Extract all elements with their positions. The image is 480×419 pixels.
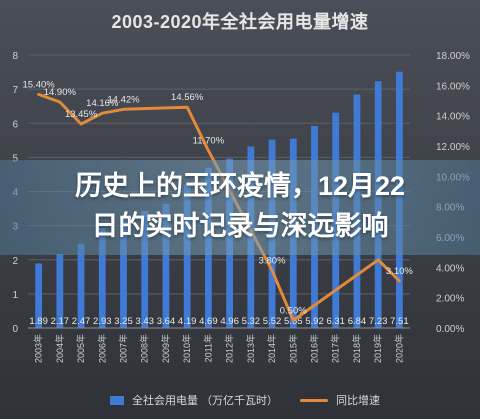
line-value-label: 14.90% xyxy=(44,87,77,98)
x-category-label: 2014年 xyxy=(266,334,277,363)
bar-value-label: 6.84 xyxy=(348,316,367,327)
bar xyxy=(183,185,191,328)
x-category-label: 2016年 xyxy=(309,334,320,363)
line-value-label: 14.56% xyxy=(171,92,204,103)
bar xyxy=(120,217,127,328)
x-category-label: 2012年 xyxy=(224,334,235,363)
x-category-label: 2020年 xyxy=(393,334,404,363)
line-value-label: 3.80% xyxy=(259,255,286,266)
line-value-label: 14.42% xyxy=(107,94,140,105)
bar-value-label: 3.25 xyxy=(114,316,133,327)
line-value-label: 14.16% xyxy=(86,98,119,109)
bar-value-label: 3.64 xyxy=(157,316,176,327)
x-category-label: 2017年 xyxy=(330,334,341,363)
bar-value-label: 3.43 xyxy=(135,316,154,327)
bar-value-label: 7.23 xyxy=(369,316,388,327)
legend-line-label: 同比增速 xyxy=(336,395,380,407)
bar-value-label: 2.47 xyxy=(72,316,91,327)
y-left-tick-label: 2 xyxy=(12,256,18,267)
x-category-label: 2007年 xyxy=(118,334,129,363)
y-left-tick-label: 8 xyxy=(12,51,18,62)
y-right-tick-label: 0.00% xyxy=(436,324,464,335)
x-category-label: 2019年 xyxy=(372,334,383,363)
y-left-tick-label: 7 xyxy=(12,85,18,96)
caption-overlay-band xyxy=(0,160,480,255)
caption-line-2: 日的实时记录与深远影响 xyxy=(91,211,389,241)
line-value-label: 11.70% xyxy=(193,136,225,147)
x-category-label: 2013年 xyxy=(245,334,256,363)
y-left-tick-label: 6 xyxy=(12,119,18,130)
line-value-label: 13.45% xyxy=(65,109,98,120)
chart-legend: 全社会用电量 （万亿千瓦时） 同比增速 xyxy=(0,392,480,412)
x-category-label: 2018年 xyxy=(351,334,362,363)
bar-value-label: 5.52 xyxy=(263,316,282,327)
bar xyxy=(141,210,149,328)
bar xyxy=(98,228,106,328)
legend-item-bars: 全社会用电量 （万亿千瓦时） xyxy=(110,392,278,408)
x-category-label: 2008年 xyxy=(139,334,150,363)
y-right-tick-label: 14.00% xyxy=(436,112,470,123)
bar xyxy=(35,263,43,328)
legend-bar-label: 全社会用电量 （万亿千瓦时） xyxy=(132,395,279,407)
chart-title: 2003-2020年全社会用电量增速 xyxy=(111,12,369,32)
bar-value-label: 4.96 xyxy=(220,316,239,327)
x-category-label: 2009年 xyxy=(160,334,171,363)
y-left-tick-label: 5 xyxy=(12,153,18,164)
growth-line xyxy=(37,92,401,322)
bar-value-label: 2.93 xyxy=(93,316,112,327)
x-category-label: 2004年 xyxy=(54,334,65,363)
bar-value-label: 4.69 xyxy=(199,316,218,327)
y-right-tick-label: 12.00% xyxy=(436,142,470,153)
y-right-tick-label: 4.00% xyxy=(436,263,464,274)
legend-bar-swatch xyxy=(110,395,124,405)
article-caption: 历史上的玉环疫情，12月22 日的实时记录与深远影响 xyxy=(0,166,480,246)
y-left-tick-label: 1 xyxy=(12,290,18,301)
bar xyxy=(77,243,85,328)
bar xyxy=(162,203,170,328)
y-right-tick-label: 16.00% xyxy=(436,81,470,92)
bar-value-label: 6.31 xyxy=(326,316,345,327)
bar-value-label: 7.51 xyxy=(390,316,409,327)
bar xyxy=(56,253,64,328)
bar-value-label: 1.89 xyxy=(29,316,48,327)
legend-line-swatch xyxy=(300,398,328,402)
line-value-label: 15.40% xyxy=(22,79,55,90)
bar-value-label: 2.17 xyxy=(51,316,70,327)
bar-value-label: 5.92 xyxy=(305,316,324,327)
legend-item-line: 同比增速 xyxy=(300,392,380,408)
x-category-label: 2006年 xyxy=(96,334,107,363)
bar-value-label: 5.32 xyxy=(242,316,261,327)
y-left-tick-label: 0 xyxy=(12,324,18,335)
caption-line-1: 历史上的玉环疫情，12月22 xyxy=(74,171,406,201)
bar-value-label: 4.19 xyxy=(178,316,197,327)
y-right-tick-label: 2.00% xyxy=(436,294,464,305)
line-value-label: 0.50% xyxy=(280,305,307,316)
x-category-label: 2010年 xyxy=(181,334,192,363)
x-category-label: 2005年 xyxy=(75,334,86,363)
x-category-label: 2011年 xyxy=(202,334,213,362)
line-value-label: 3.10% xyxy=(386,266,413,277)
x-category-label: 2015年 xyxy=(287,334,298,363)
y-right-tick-label: 18.00% xyxy=(436,51,470,62)
x-category-label: 2003年 xyxy=(33,334,44,363)
